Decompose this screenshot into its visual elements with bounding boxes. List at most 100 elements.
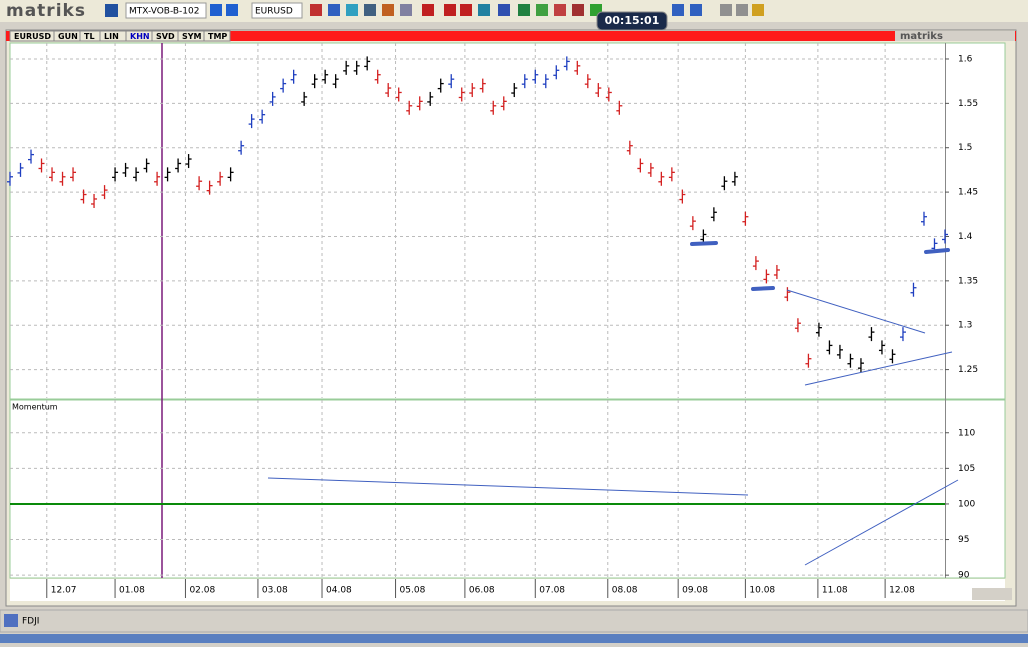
price-bar — [637, 158, 644, 173]
plot: 1.25 1.3 1.35 1.4 1.45 1.5 1.55 1.6 90 95 100 105 11… — [7, 43, 978, 598]
price-bar — [773, 264, 780, 279]
x-tick-label: 12.08 — [889, 586, 915, 596]
price-bar — [815, 322, 822, 337]
price-bar — [700, 229, 707, 244]
price-bar — [49, 167, 56, 182]
y-tick-label: 1.5 — [958, 143, 972, 153]
workspace-select[interactable] — [125, 2, 207, 19]
price-bar — [28, 149, 35, 164]
tool-icon[interactable] — [210, 4, 222, 16]
price-bar — [763, 269, 770, 284]
window-controls — [895, 31, 1015, 41]
price-bar — [7, 171, 13, 186]
price-bar — [553, 65, 560, 80]
tab-bar — [6, 31, 1016, 41]
panel-title: Momentum — [12, 403, 58, 412]
price-bar — [794, 318, 801, 333]
tab-label: SVD — [156, 32, 175, 41]
tool-icon[interactable] — [460, 4, 472, 16]
price-bar — [836, 344, 843, 359]
trend-line — [786, 289, 926, 334]
price-bar — [143, 158, 150, 173]
tool-icon[interactable] — [328, 4, 340, 16]
x-tick-label: 11.08 — [822, 586, 848, 596]
y-tick-label: 95 — [958, 535, 969, 545]
momentum-panel — [9, 399, 1006, 579]
x-tick-label: 10.08 — [749, 586, 775, 596]
tool-icon[interactable] — [536, 4, 548, 16]
tool-icon[interactable] — [422, 4, 434, 16]
tool-icon[interactable] — [752, 4, 764, 16]
price-bar — [584, 74, 591, 89]
price-bar — [227, 167, 234, 182]
price-bar — [899, 327, 906, 342]
tool-icon[interactable] — [498, 4, 510, 16]
price-bar — [710, 207, 717, 222]
price-bar — [542, 74, 549, 89]
price-bar — [458, 87, 465, 102]
y-tick-label: 1.35 — [958, 276, 978, 286]
price-bar — [626, 140, 633, 155]
price-bar — [38, 158, 45, 173]
price-bar — [500, 96, 507, 111]
y-tick-label: 1.6 — [958, 54, 973, 64]
tool-icon[interactable] — [554, 4, 566, 16]
tool-icon[interactable] — [382, 4, 394, 16]
tool-icon[interactable] — [672, 4, 684, 16]
tool-icon[interactable] — [572, 4, 584, 16]
scroll-controls[interactable] — [972, 588, 1012, 600]
trend-line — [804, 351, 953, 386]
tool-icon[interactable] — [310, 4, 322, 16]
tool-icons — [310, 4, 764, 16]
price-bar — [437, 78, 444, 93]
price-bar — [185, 154, 192, 169]
tabs: EURUSD GUN TL LIN KHN SVD SYM TMP — [9, 30, 231, 42]
price-bar — [721, 176, 728, 191]
price-bar — [511, 83, 518, 98]
tool-icon[interactable] — [478, 4, 490, 16]
y-tick-label: 110 — [958, 428, 975, 438]
taskbar — [0, 609, 1028, 633]
price-bar — [784, 287, 791, 302]
price-bar — [731, 171, 738, 186]
price-bar — [332, 74, 339, 89]
workspace-name: MTX-VOB-B-102 — [129, 7, 199, 17]
price-bar — [395, 87, 402, 102]
tool-icon[interactable] — [444, 4, 456, 16]
tab[interactable] — [203, 30, 231, 42]
price-bar — [479, 78, 486, 93]
tool-icon[interactable] — [690, 4, 702, 16]
y-tick-label: 100 — [958, 499, 975, 509]
x-tick-label: 03.08 — [262, 586, 288, 596]
x-tick-label: 09.08 — [682, 586, 708, 596]
task-item[interactable]: FDJI — [22, 617, 39, 627]
tool-icon[interactable] — [400, 4, 412, 16]
tool-icon[interactable] — [346, 4, 358, 16]
price-bar — [164, 167, 171, 182]
price-bar — [385, 83, 392, 98]
price-bar — [532, 69, 539, 84]
tool-icon[interactable] — [736, 4, 748, 16]
price-bar — [322, 69, 329, 84]
price-bar — [647, 162, 654, 177]
tool-icon[interactable] — [226, 4, 238, 16]
price-bar — [910, 282, 917, 297]
tool-icon[interactable] — [364, 4, 376, 16]
tool-icon[interactable] — [720, 4, 732, 16]
tool-icon[interactable] — [518, 4, 530, 16]
support-marker — [690, 241, 718, 246]
tab-label: SYM — [182, 32, 202, 41]
price-bar — [857, 358, 864, 373]
save-icon[interactable] — [105, 4, 118, 17]
tab-label: LIN — [104, 32, 119, 41]
price-bar — [826, 340, 833, 355]
symbol-select[interactable] — [251, 2, 303, 19]
x-tick-label: 08.08 — [612, 586, 638, 596]
price-bar — [416, 96, 423, 111]
price-bar — [80, 189, 87, 204]
price-bar — [175, 158, 182, 173]
support-marker — [751, 286, 775, 291]
trend-line — [804, 479, 959, 566]
price-bar — [469, 83, 476, 98]
task-icon[interactable] — [4, 614, 18, 627]
